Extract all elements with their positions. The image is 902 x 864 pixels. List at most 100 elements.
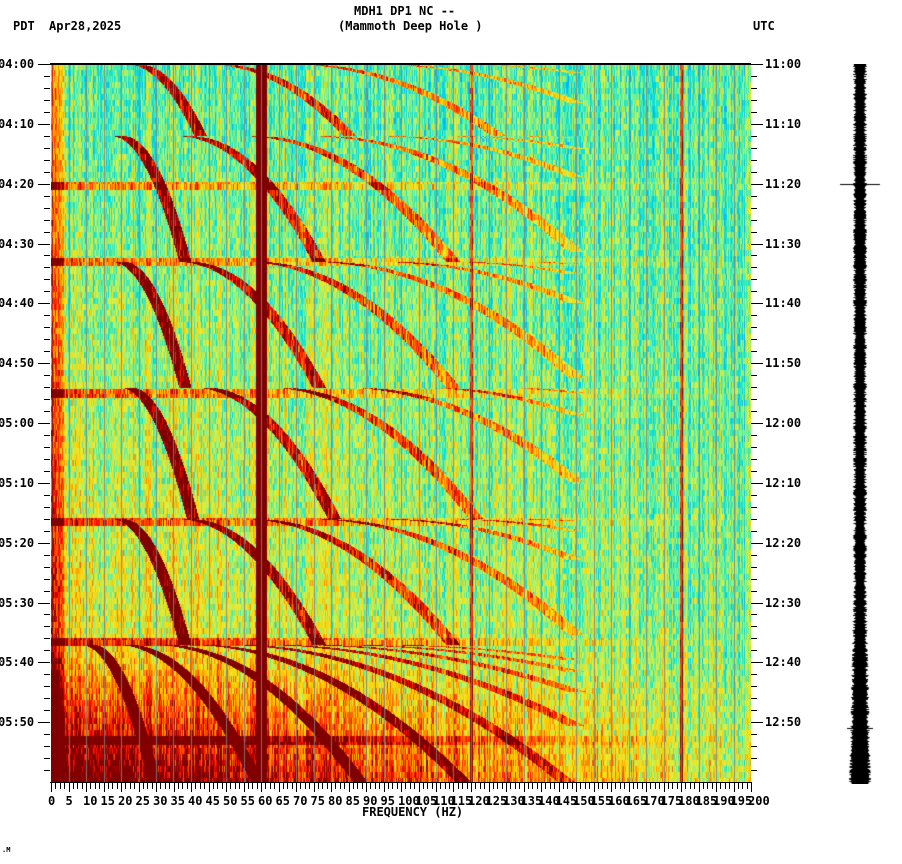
- left-tick: [44, 614, 50, 615]
- x-tick: [668, 782, 669, 789]
- station-name: (Mammoth Deep Hole ): [338, 19, 483, 33]
- left-tick: [44, 100, 50, 101]
- x-tick-label: 185: [695, 794, 718, 808]
- left-tick: [44, 315, 50, 316]
- x-tick: [340, 782, 341, 789]
- x-tick-label: 70: [293, 794, 308, 808]
- x-tick: [261, 782, 262, 792]
- x-tick: [283, 782, 284, 789]
- x-tick-label: 55: [240, 794, 255, 808]
- x-tick-label: 90: [363, 794, 378, 808]
- x-tick: [344, 782, 345, 789]
- x-tick: [615, 782, 616, 789]
- x-tick-label: 120: [468, 794, 490, 808]
- x-tick: [620, 782, 621, 789]
- x-tick: [318, 782, 319, 789]
- x-tick-label: 80: [328, 794, 343, 808]
- left-tick: [38, 244, 50, 245]
- right-tick: [751, 543, 763, 544]
- x-tick: [239, 782, 240, 789]
- x-tick: [226, 782, 227, 792]
- left-tick: [44, 471, 50, 472]
- right-time-label: 11:00: [765, 57, 802, 71]
- x-tick: [55, 782, 56, 789]
- right-tick: [751, 327, 757, 328]
- left-time-label: 04:00: [0, 57, 35, 71]
- x-tick: [51, 782, 52, 792]
- x-tick: [453, 782, 454, 792]
- x-tick: [716, 782, 717, 792]
- right-time-label: 12:50: [765, 715, 802, 729]
- x-tick-label: 75: [310, 794, 325, 808]
- x-tick: [515, 782, 516, 789]
- x-tick: [751, 782, 752, 792]
- right-tick: [751, 662, 763, 663]
- right-tick: [751, 447, 757, 448]
- right-tick: [751, 399, 757, 400]
- right-tick: [751, 124, 763, 125]
- x-tick-label: 145: [555, 794, 578, 808]
- right-time-label: 12:30: [765, 596, 802, 610]
- seismogram-trace: [820, 64, 900, 784]
- left-time-label: 04:50: [0, 356, 35, 370]
- left-tick: [44, 567, 50, 568]
- right-tick: [751, 148, 757, 149]
- x-tick: [545, 782, 546, 789]
- right-tick: [751, 710, 757, 711]
- right-tick: [751, 614, 757, 615]
- right-tick: [751, 303, 763, 304]
- left-tick: [44, 136, 50, 137]
- x-tick: [209, 782, 210, 792]
- left-tick: [44, 710, 50, 711]
- x-tick-label: 100: [398, 794, 420, 808]
- x-tick: [642, 782, 643, 789]
- right-tick: [751, 423, 763, 424]
- right-tick: [751, 483, 763, 484]
- right-tick: [751, 112, 757, 113]
- x-tick: [502, 782, 503, 789]
- right-tick: [751, 100, 757, 101]
- x-tick-label: 190: [713, 794, 735, 808]
- x-tick-label: 0: [48, 794, 56, 808]
- x-tick-label: 125: [485, 794, 508, 808]
- x-tick: [475, 782, 476, 789]
- x-tick: [655, 782, 656, 789]
- x-tick: [419, 782, 420, 792]
- left-tick: [44, 172, 50, 173]
- right-time-label: 12:20: [765, 536, 802, 550]
- right-tick: [751, 88, 757, 89]
- x-tick: [462, 782, 463, 789]
- left-timezone-label: PDT: [13, 19, 35, 33]
- x-tick: [95, 782, 96, 789]
- right-tick: [751, 279, 757, 280]
- left-tick: [44, 255, 50, 256]
- right-tick: [751, 531, 757, 532]
- x-tick: [169, 782, 170, 789]
- right-tick: [751, 674, 757, 675]
- right-tick: [751, 64, 763, 65]
- left-tick: [44, 447, 50, 448]
- x-tick: [397, 782, 398, 789]
- x-tick: [550, 782, 551, 789]
- right-tick: [751, 351, 757, 352]
- x-tick-label: 40: [188, 794, 203, 808]
- x-tick-label: 150: [573, 794, 595, 808]
- x-tick: [594, 782, 595, 792]
- x-tick: [699, 782, 700, 792]
- x-tick-label: 195: [730, 794, 753, 808]
- left-tick: [44, 531, 50, 532]
- x-tick: [69, 782, 70, 792]
- x-tick: [467, 782, 468, 789]
- x-tick: [624, 782, 625, 789]
- right-timezone-label: UTC: [753, 19, 775, 33]
- right-tick: [751, 220, 757, 221]
- x-tick-label: 135: [520, 794, 543, 808]
- x-tick: [458, 782, 459, 789]
- left-tick: [44, 507, 50, 508]
- left-tick: [44, 375, 50, 376]
- x-tick: [384, 782, 385, 792]
- x-tick: [156, 782, 157, 792]
- x-tick-label: 170: [643, 794, 665, 808]
- right-tick: [751, 567, 757, 568]
- right-tick: [751, 136, 757, 137]
